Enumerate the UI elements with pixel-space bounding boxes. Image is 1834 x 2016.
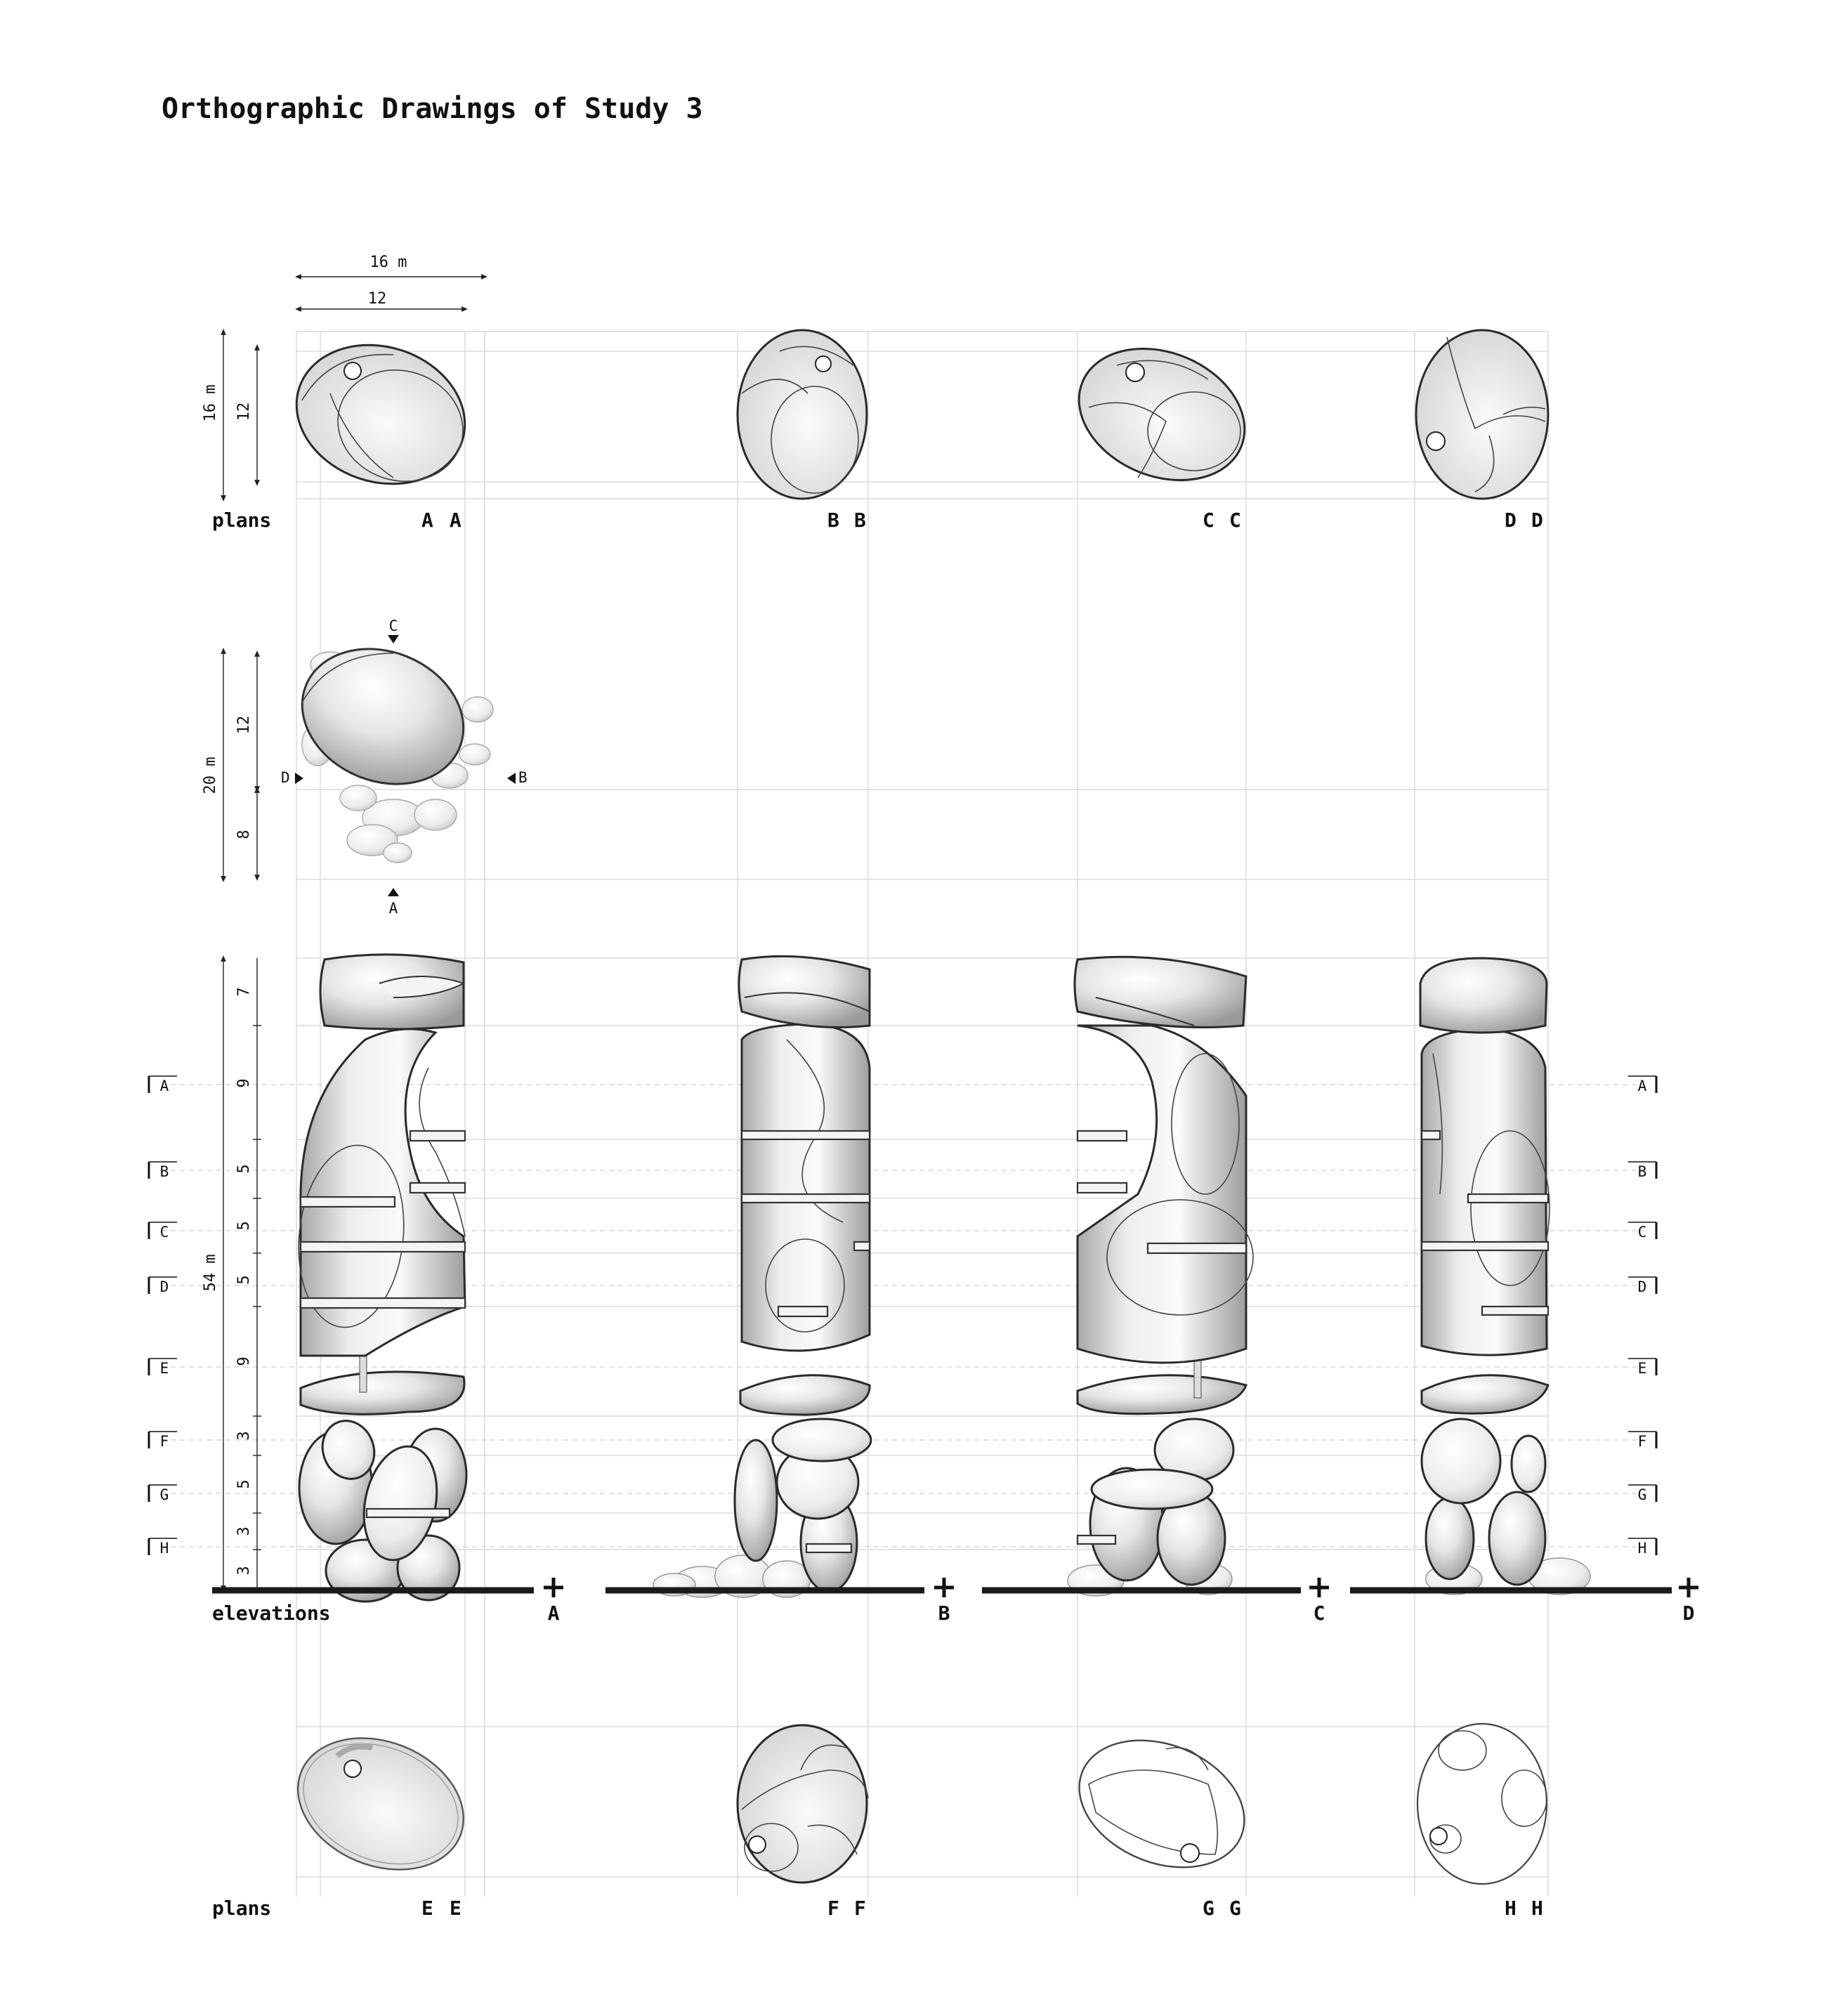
sheet-title: Orthographic Drawings of Study 3 <box>162 93 703 125</box>
elevation-b <box>653 955 872 1598</box>
plan-e <box>296 1737 465 1871</box>
plan-c-label-left: C <box>1203 509 1214 532</box>
elev-seg-7: 3 <box>235 1431 253 1440</box>
site-marker-right-arrow <box>507 773 516 784</box>
dim-outer-width: 16 m <box>370 254 407 271</box>
plan-a <box>295 343 466 485</box>
elev-seg-4: 5 <box>235 1221 253 1230</box>
plan-f-label-left: F <box>827 1897 839 1920</box>
plan-d-label-right: D <box>1531 509 1543 532</box>
site-plan-dimensions: 20 m 12 8 <box>202 648 260 882</box>
plan-h-label-left: H <box>1505 1897 1517 1920</box>
elevation-a-view-label: A <box>548 1602 560 1625</box>
section-marker-f-right: F <box>1638 1433 1647 1450</box>
plan-d <box>1415 329 1550 500</box>
plan-h <box>1416 1722 1548 1885</box>
section-marker-e-right: E <box>1638 1360 1647 1377</box>
elev-seg-1: 7 <box>235 987 253 996</box>
elev-seg-5: 5 <box>235 1275 253 1284</box>
ground-a: A <box>212 1578 563 1625</box>
plan-a-label-left: A <box>421 509 433 532</box>
site-plan-roof-view <box>301 648 494 863</box>
plan-f-label-right: F <box>854 1897 866 1920</box>
site-marker-bottom-arrow <box>388 888 399 896</box>
plan-b-label-right: B <box>854 509 866 532</box>
section-marker-b-right: B <box>1638 1163 1647 1180</box>
section-marker-f-left: F <box>160 1433 169 1450</box>
section-marker-a-right: A <box>1638 1078 1647 1094</box>
section-marker-e-left: E <box>160 1360 169 1377</box>
grid-lines <box>296 331 1549 1897</box>
dim-inner-depth: 12 <box>235 402 253 421</box>
site-dim-upper: 12 <box>235 716 253 735</box>
elev-seg-3: 5 <box>235 1164 253 1173</box>
row-label-plans-bottom: plans <box>212 1897 271 1920</box>
elevation-a <box>298 953 468 1603</box>
elev-seg-6: 9 <box>235 1356 253 1366</box>
plan-dimensions: 16 m 12 16 m 12 <box>202 254 487 502</box>
plan-g-label-left: G <box>1203 1897 1214 1920</box>
site-dim-total: 20 m <box>202 757 219 794</box>
section-marker-h-left: H <box>160 1540 169 1557</box>
section-marker-g-right: G <box>1638 1486 1647 1503</box>
elevation-c <box>1067 955 1254 1597</box>
plan-b <box>736 329 868 500</box>
site-marker-right: B <box>518 769 528 786</box>
site-marker-top-arrow <box>388 635 399 643</box>
site-marker-left: D <box>281 769 290 786</box>
dim-inner-width: 12 <box>368 290 387 308</box>
section-marker-d-left: D <box>160 1278 169 1295</box>
elev-seg-9: 3 <box>235 1526 253 1536</box>
plan-e-label-right: E <box>450 1897 461 1920</box>
section-markers-right: A B C D E F G H <box>1628 1075 1658 1557</box>
site-dim-lower: 8 <box>235 830 253 839</box>
section-marker-c-right: C <box>1638 1224 1647 1241</box>
row-label-elevations: elevations <box>212 1602 331 1625</box>
dim-outer-depth: 16 m <box>202 385 219 422</box>
plan-b-label-left: B <box>827 509 839 532</box>
elev-seg-10: 3 <box>235 1566 253 1575</box>
ground-c: C <box>982 1578 1329 1625</box>
section-marker-c-left: C <box>160 1224 169 1241</box>
plan-c <box>1078 347 1246 482</box>
site-marker-top: C <box>389 617 398 634</box>
section-marker-g-left: G <box>160 1486 169 1503</box>
section-marker-h-right: H <box>1638 1540 1647 1557</box>
plan-e-label-left: E <box>421 1897 433 1920</box>
elev-total-height: 54 m <box>202 1255 219 1292</box>
row-label-plans-top: plans <box>212 509 271 532</box>
section-marker-b-left: B <box>160 1163 169 1180</box>
elev-seg-2: 9 <box>235 1078 253 1087</box>
elev-seg-8: 5 <box>235 1479 253 1488</box>
ground-d: D <box>1350 1578 1698 1625</box>
elevation-d-view-label: D <box>1683 1602 1695 1625</box>
plan-a-label-right: A <box>450 509 461 532</box>
site-marker-left-arrow <box>295 773 303 784</box>
plan-f <box>736 1724 869 1884</box>
plan-g-label-right: G <box>1229 1897 1241 1920</box>
section-marker-d-right: D <box>1638 1278 1647 1295</box>
elevation-c-view-label: C <box>1314 1602 1325 1625</box>
plan-g <box>1078 1739 1245 1868</box>
section-markers-left: A B C D E F G H <box>148 1075 177 1557</box>
ground-b: B <box>605 1578 954 1625</box>
elevation-d <box>1419 957 1591 1595</box>
plan-h-label-right: H <box>1531 1897 1543 1920</box>
elevation-b-view-label: B <box>938 1602 950 1625</box>
section-marker-a-left: A <box>160 1078 169 1094</box>
plan-c-label-right: C <box>1229 509 1241 532</box>
plan-d-label-left: D <box>1505 509 1517 532</box>
site-marker-bottom: A <box>389 900 398 917</box>
elevation-dimensions: 54 m 7 9 5 5 5 9 3 5 3 3 <box>202 955 261 1592</box>
